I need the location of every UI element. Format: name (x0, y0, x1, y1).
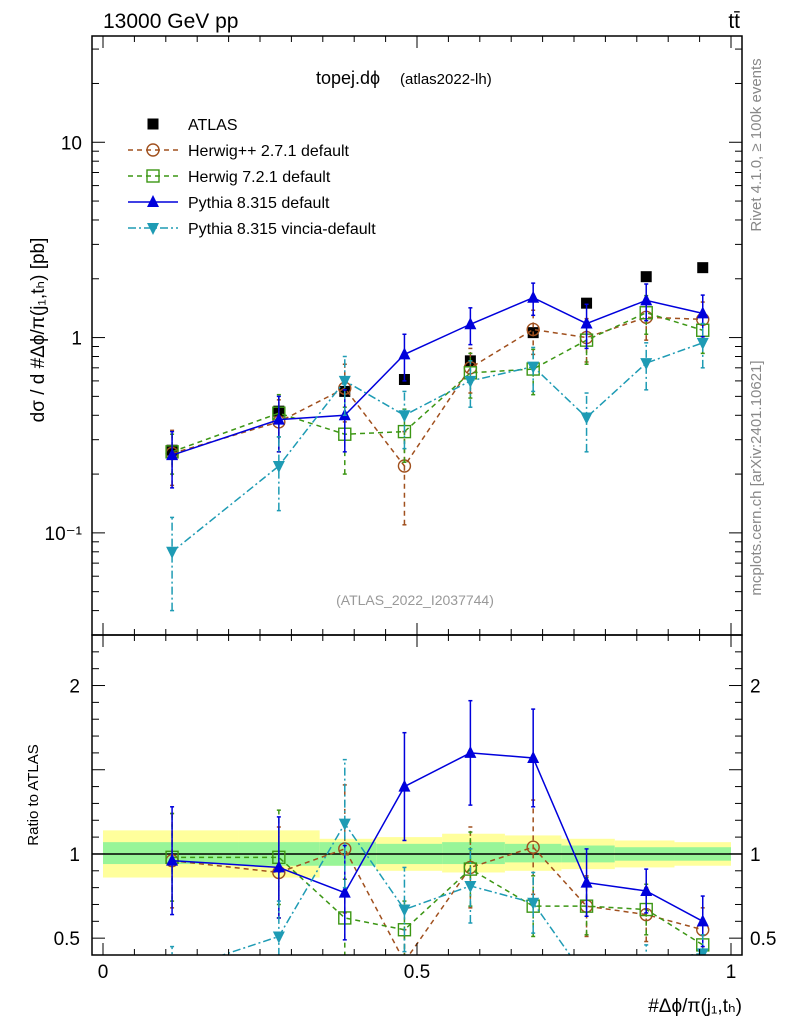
rivet-label: Rivet 4.1.0, ≥ 100k events (748, 58, 765, 231)
legend-entry-atlas: ATLAS (147, 117, 238, 134)
legend-marker (146, 143, 160, 157)
main-ylabel: dσ / d #Δϕ/π(j₁,tₕ) [pb] (28, 238, 49, 423)
series-atlas (166, 262, 709, 456)
ratio-ylabel: Ratio to ATLAS (25, 744, 42, 845)
data-point (166, 448, 179, 461)
y-tick-label: 10 (61, 133, 82, 154)
legend-marker (147, 223, 159, 235)
data-point (527, 750, 540, 763)
data-point (398, 904, 411, 917)
data-point (398, 347, 411, 360)
data-point (697, 262, 709, 274)
data-point (272, 460, 285, 473)
data-point (640, 293, 653, 306)
legend-label: ATLAS (188, 117, 238, 134)
legend: ATLAS Herwig++ 2.7.1 default Herwig 7.2.1 … (128, 117, 376, 238)
data-point (696, 306, 709, 319)
data-point (272, 860, 285, 873)
main-y-ticks: 10⁻¹ 1 10 (45, 48, 742, 636)
series-herwig-7-2-1-default (165, 294, 710, 475)
ratio-panel: 0.5 0.5 1 1 2 2 (54, 634, 776, 986)
data-point (338, 375, 351, 388)
data-point (527, 897, 540, 910)
series-pythia-8-315-default (166, 282, 709, 489)
energy-label: 13000 GeV pp (103, 10, 238, 33)
data-point (640, 358, 653, 371)
process-label: tt̄ (728, 10, 740, 33)
data-point (640, 957, 652, 969)
ratio-frame (91, 634, 743, 956)
legend-marker (146, 169, 160, 183)
xlabel: #Δϕ/π(j₁,tₕ) (648, 996, 742, 1017)
data-point (398, 410, 411, 423)
ratio-y-ticks: 0.5 0.5 1 1 2 2 (54, 634, 776, 956)
legend-entry-pythia-8-315-vincia-default: Pythia 8.315 vincia-default (128, 221, 376, 238)
data-point (581, 297, 593, 309)
x-tick-label: 0 (98, 962, 109, 983)
band-inner-segment (103, 842, 239, 865)
legend-marker (147, 195, 159, 207)
data-point (580, 412, 593, 425)
analysis-watermark: (ATLAS_2022_I2037744) (336, 592, 494, 608)
x-ticks: 0 0.5 1 (98, 36, 737, 983)
legend-label: Pythia 8.315 default (188, 195, 330, 212)
series-pythia-8-315-default (166, 699, 709, 948)
data-point (464, 317, 477, 330)
data-point (166, 546, 179, 559)
y-tick-label-right: 2 (750, 677, 761, 698)
data-point (166, 967, 178, 979)
series-line (171, 311, 703, 453)
data-point (696, 914, 709, 927)
data-point (527, 361, 540, 374)
plot-title: topej.dϕ (316, 68, 380, 88)
data-point (464, 745, 477, 758)
data-point (338, 885, 351, 898)
data-point (272, 931, 285, 944)
data-point (581, 974, 593, 986)
data-point (640, 884, 653, 896)
data-point (526, 840, 540, 854)
y-tick-label-right: 1 (750, 845, 761, 866)
series-line (171, 846, 703, 955)
data-point (527, 290, 540, 303)
data-point (526, 322, 540, 337)
band-inner-segment (442, 842, 505, 865)
y-tick-label-right: 0.5 (750, 929, 776, 950)
data-point (166, 853, 179, 866)
series-line (171, 342, 703, 553)
mcplots-label: mcplots.cern.ch [arXiv:2401.10621] (748, 360, 765, 595)
legend-label: Herwig++ 2.7.1 default (188, 143, 350, 160)
data-point (696, 337, 709, 350)
y-tick-label: 0.5 (54, 929, 80, 950)
data-point (338, 818, 351, 831)
x-tick-label: 1 (726, 962, 737, 983)
y-tick-label: 2 (69, 677, 80, 698)
data-point (580, 875, 593, 888)
series-pythia-8-315-vincia-default (166, 322, 709, 612)
plot-subtitle: (atlas2022-lh) (400, 71, 492, 88)
y-tick-label: 1 (71, 329, 82, 350)
data-point (464, 880, 477, 893)
legend-label: Pythia 8.315 vincia-default (188, 221, 376, 238)
series-line (171, 316, 703, 468)
legend-marker (147, 118, 159, 130)
y-tick-label: 10⁻¹ (45, 524, 83, 545)
series-line (171, 296, 703, 456)
main-panel: 10⁻¹ 1 10 (45, 35, 743, 636)
legend-entry-herwig-7-2-1-default: Herwig 7.2.1 default (128, 169, 331, 186)
y-tick-label: 1 (69, 845, 80, 866)
data-point (580, 316, 593, 329)
data-point (398, 779, 411, 792)
x-tick-label: 0.5 (404, 962, 430, 983)
data-point (464, 375, 477, 388)
series-pythia-8-315-vincia-default (166, 758, 709, 986)
legend-entry-herwig-2-7-1-default: Herwig++ 2.7.1 default (128, 143, 350, 160)
legend-label: Herwig 7.2.1 default (188, 169, 331, 186)
series-herwig-2-7-1-default (165, 784, 710, 955)
legend-entry-pythia-8-315-default: Pythia 8.315 default (128, 195, 330, 212)
data-point (272, 412, 285, 425)
data-point (640, 271, 652, 283)
